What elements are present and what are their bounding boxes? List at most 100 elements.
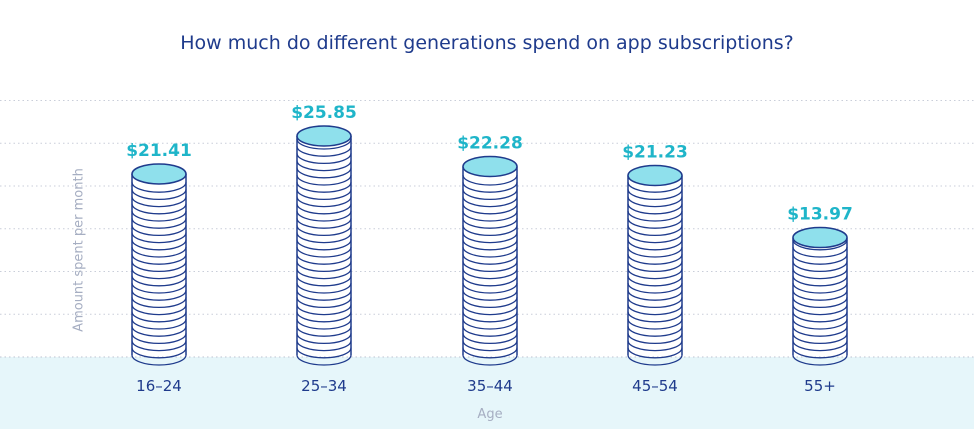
coin-rim [296,290,352,301]
coin-rim [131,182,187,193]
coin-rim [131,254,187,265]
coin-rim [462,311,518,323]
x-axis-label: Age [477,407,502,422]
coin-rim [462,196,518,208]
coin-rim [462,347,518,359]
coin-rim [792,275,848,287]
coin-rim [792,268,848,280]
coin-rim [627,210,683,222]
coin-rim [131,282,187,294]
coin-rim [627,232,683,244]
coin-rim [627,354,683,366]
coin-rim [131,290,187,301]
coin-rim [131,333,187,345]
coin-rim [131,210,187,222]
coin-rim [627,268,683,280]
bar-value-label: $13.97 [787,205,853,225]
coin-rim [627,254,683,265]
bar-value-label: $25.85 [291,103,357,123]
coin-stack-top [462,155,518,178]
coin-rim [627,311,683,323]
coin-rim [462,203,518,215]
coin-rim [131,239,187,251]
coin-rim [792,318,848,330]
coin-rim [296,246,352,258]
chart-title: How much do different generations spend … [180,32,794,54]
bar-value-label: $21.23 [622,142,688,162]
coin-rim [296,239,352,251]
coin-rim [627,326,683,337]
coin-rim [131,218,187,229]
coin-rim [131,196,187,208]
coin-rim [792,254,848,265]
coin-rim [627,333,683,345]
coin-rim [792,261,848,273]
coin-rim [296,160,352,172]
coin-rim [627,282,683,294]
coin-rim [792,354,848,366]
coin-rim [462,182,518,193]
coin-rim [296,282,352,294]
coin-rim [792,290,848,301]
coin-rim [131,232,187,244]
coin-rim [131,311,187,323]
x-tick-label: 25–34 [301,377,347,395]
coin-rim [627,196,683,208]
coin-rim [296,354,352,366]
coin-rim [296,146,352,157]
coin-rim [296,297,352,309]
coin-rim [462,268,518,280]
coin-rim [462,304,518,316]
coin-rim [296,275,352,287]
coin-rim [627,246,683,258]
coin-rim [131,203,187,215]
coin-rim [296,167,352,179]
coin-rim [792,340,848,352]
coin-rim [462,246,518,258]
coin-rim [296,261,352,273]
coin-stack-body [628,175,682,355]
coin-rim [296,174,352,186]
coin-rim [792,347,848,359]
coin-rim [296,218,352,229]
coin-rim [627,239,683,251]
coin-rim [131,347,187,359]
coin-stack-body [463,166,517,355]
coin-rim [296,311,352,323]
coin-rim [131,261,187,273]
coin-stack-body [793,237,847,355]
coin-rim [462,232,518,244]
coin-stack-top [627,164,683,187]
coin-rim [462,261,518,273]
coin-rim [296,196,352,208]
coin-rim [627,318,683,330]
coin-rim [627,189,683,201]
coin-rim [131,225,187,237]
coin-rim [296,318,352,330]
coin-rim [462,239,518,251]
coin-rim [792,304,848,316]
coin-rim [296,340,352,352]
coin-rim [627,261,683,273]
coin-rim [462,318,518,330]
coin-rim [627,203,683,215]
x-tick-label: 45–54 [632,377,678,395]
coin-rim [792,282,848,294]
coin-rim [462,275,518,287]
coin-rim [296,254,352,265]
x-tick-label: 35–44 [467,377,513,395]
coin-rim [131,268,187,280]
coin-rim [792,297,848,309]
x-tick-label: 16–24 [136,377,182,395]
coin-rim [627,275,683,287]
coin-rim [296,203,352,215]
coin-rim [792,326,848,337]
coin-rim [296,225,352,237]
coin-rim [462,254,518,265]
coin-rim [462,297,518,309]
coin-rim [792,239,848,251]
coin-rim [462,189,518,201]
coin-rim [131,304,187,316]
